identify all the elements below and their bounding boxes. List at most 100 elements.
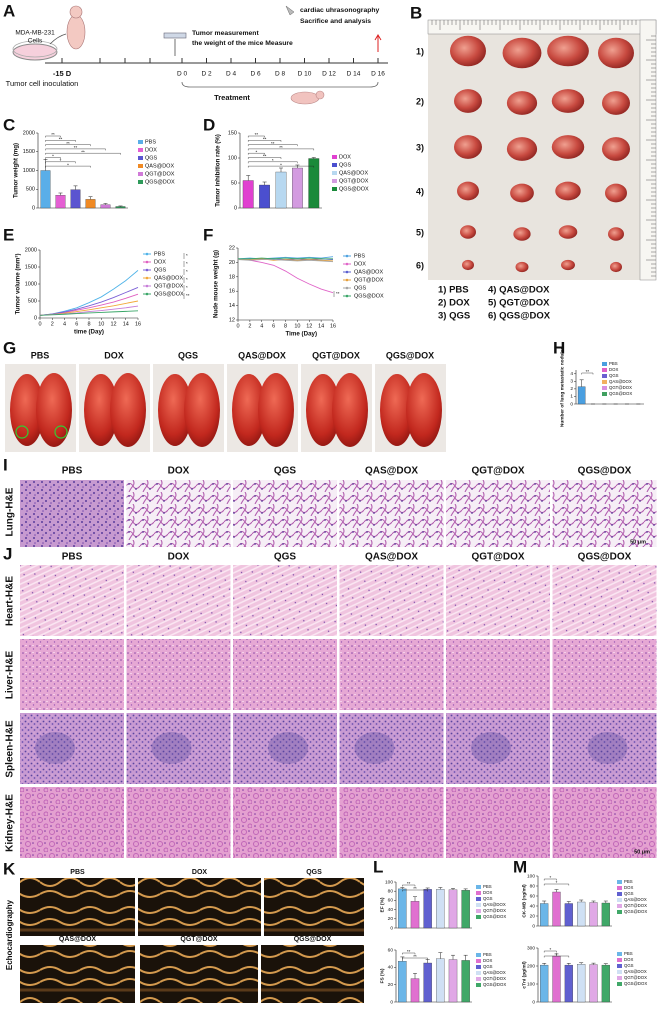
legend-label: PBS [483,884,492,889]
legend-swatch [332,171,337,175]
error-bar [542,963,547,966]
histology [552,787,657,858]
legend-swatch [617,982,622,986]
legend-label: PBS [145,139,156,145]
error-bar [311,157,316,159]
line-series [238,257,333,260]
label: QGS [306,869,322,876]
legend-label: QAS@DOX [624,969,647,974]
histology [233,639,337,710]
bar [436,958,445,1003]
y-tick-label: 100 [385,879,393,885]
bar [601,902,610,927]
histology [233,480,337,547]
y-tick-label: 40 [388,965,394,971]
line-series [237,258,334,294]
histology [126,639,231,710]
significance-bracket [248,165,314,168]
y-tick-label: 12 [229,317,235,323]
ruler-top [427,19,657,35]
legend-label: QGS@DOX [154,291,184,297]
significance-label: ** [255,132,259,137]
legend-label: QGS@DOX [354,293,384,299]
y-tick-label: 100 [527,981,535,987]
panel-letter: H [553,338,565,357]
label: QGS [178,350,198,360]
error-bar [295,164,300,168]
significance-label: * [186,261,188,266]
histology [339,713,444,784]
y-axis-label: Tumor volume (mm³) [15,253,22,314]
legend-swatch [617,880,622,884]
label: D 4 [226,71,237,78]
histology [20,565,124,636]
tumor [450,35,486,67]
tumor [598,37,634,69]
significance-label: * [52,154,54,159]
significance-label: ** [74,145,78,150]
legend-swatch [332,155,337,159]
panel-letter: M [513,857,527,876]
histology [20,480,124,547]
legend-marker [145,260,149,264]
histology [126,787,231,858]
x-tick-label: 14 [318,323,324,329]
follicle [268,732,308,764]
error-bar [591,900,596,903]
error-bar [279,167,283,172]
bar [423,889,432,929]
legend-label: QGT@DOX [339,178,369,184]
label: 2) [416,96,424,106]
x-tick-label: 2 [51,321,54,327]
tumor [551,135,585,159]
legend-swatch [138,164,143,168]
follicle [35,732,75,764]
legend-swatch [476,897,481,901]
label: QGT@DOX [471,552,524,563]
tumor [457,181,479,201]
mouse-icon [290,91,320,105]
bar [577,901,586,927]
histology [339,480,444,547]
x-tick-label: 4 [63,321,66,327]
tumor [510,183,534,203]
panel-letter: L [373,857,383,876]
y-tick-label: 500 [28,298,37,304]
bar [410,901,420,929]
significance-label: * [60,158,62,163]
arrow [49,33,67,45]
line-series [237,258,334,262]
follicle [471,732,511,764]
row-label: Echocardiography [5,899,14,970]
y-tick-label: 22 [229,245,235,251]
error-bar [463,954,468,961]
lung-lobe [306,374,340,446]
error-bar [451,954,455,960]
legend-label: QGT@DOX [609,385,632,390]
histology [446,480,550,547]
y-tick-label: 2000 [23,130,35,136]
probe [285,5,295,16]
follicle [151,732,192,764]
label: QGS [274,466,297,477]
tumor [561,259,575,271]
y-tick-label: 20 [388,982,394,988]
x-tick-label: 8 [87,321,90,327]
treatment-bracket [181,81,379,88]
x-tick-label: 10 [98,321,104,327]
y-tick-label: 0 [390,925,393,931]
significance-bracket [248,135,265,138]
bar [601,964,610,1003]
legend-label: QAS@DOX [624,897,647,902]
y-tick-label: 14 [229,303,235,309]
tumor [502,37,542,69]
label: the weight of the mice Measure [192,40,293,47]
x-tick-label: 6 [75,321,78,327]
legend-swatch [617,976,622,980]
panel-letter: K [3,859,16,878]
y-tick-label: 1500 [23,149,35,155]
legend-marker [145,276,149,280]
histology [552,639,657,710]
legend-label: QGS@DOX [483,982,506,987]
legend-label: QGS@DOX [609,391,632,396]
